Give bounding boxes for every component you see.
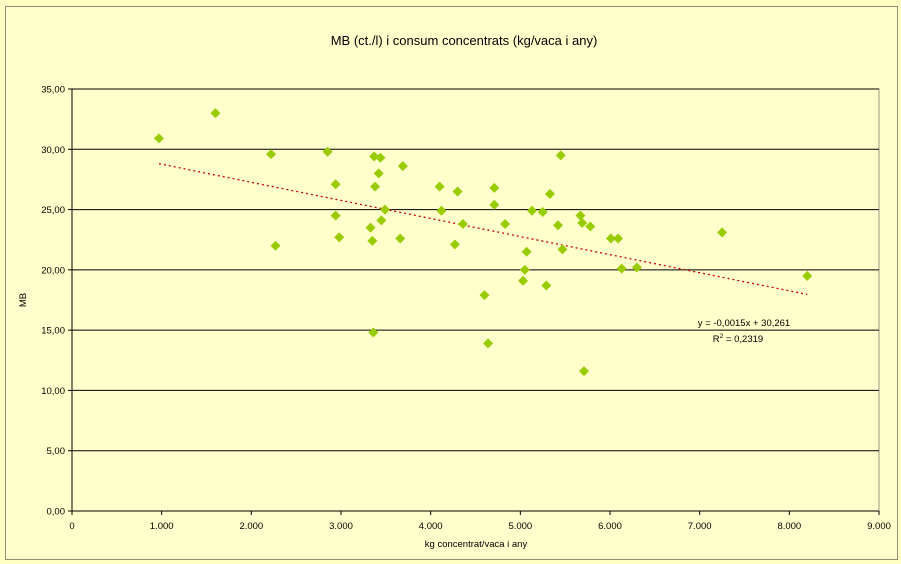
data-point <box>449 239 460 250</box>
chart-area: MB (ct./l) i consum concentrats (kg/vaca… <box>5 6 898 560</box>
x-tick-label: 8.000 <box>777 521 801 532</box>
data-point <box>552 220 563 231</box>
data-point <box>266 149 277 160</box>
y-tick-label: 30,00 <box>41 145 65 156</box>
data-point <box>802 270 813 281</box>
trendline <box>158 163 808 296</box>
data-point <box>369 151 380 162</box>
data-point <box>373 168 384 179</box>
data-point <box>367 235 378 246</box>
x-tick-label: 7.000 <box>688 521 712 532</box>
trendline-r2-sup: 2 <box>720 333 724 340</box>
y-tick-label: 10,00 <box>41 386 65 397</box>
data-point <box>537 206 548 217</box>
plot-area <box>71 88 880 512</box>
data-point <box>500 219 511 230</box>
data-point <box>483 338 494 349</box>
data-point <box>457 219 468 230</box>
data-point <box>631 262 642 273</box>
x-tick-label: 1.000 <box>150 521 174 532</box>
data-point <box>526 205 537 216</box>
y-axis-label: MB <box>18 293 29 307</box>
data-point <box>379 204 390 215</box>
scatter-chart: MB (ct./l) i consum concentrats (kg/vaca… <box>18 33 891 550</box>
data-point <box>616 263 627 274</box>
data-points <box>153 108 813 377</box>
data-point <box>375 152 386 163</box>
data-point <box>434 181 445 192</box>
trendline-r2: R2 = 0,2319 <box>713 333 763 345</box>
chart-title: MB (ct./l) i consum concentrats (kg/vaca… <box>331 33 598 48</box>
data-point <box>330 179 341 190</box>
data-point <box>521 246 532 257</box>
trendline-equation: y = -0,0015x + 30,261 <box>698 318 790 329</box>
data-point <box>334 232 345 243</box>
data-point <box>555 150 566 161</box>
trendline-r2-value: = 0,2319 <box>723 334 763 345</box>
x-tick-label: 9.000 <box>867 521 891 532</box>
y-tick-label: 25,00 <box>41 205 65 216</box>
data-point <box>395 233 406 244</box>
data-point <box>479 290 490 301</box>
data-point <box>557 244 568 255</box>
data-point <box>436 205 447 216</box>
y-tick-label: 0,00 <box>47 507 66 518</box>
y-tick-label: 20,00 <box>41 265 65 276</box>
x-tick-label: 4.000 <box>419 521 443 532</box>
data-point <box>613 233 624 244</box>
data-point <box>330 210 341 221</box>
data-point <box>210 108 221 119</box>
data-point <box>397 161 408 172</box>
data-point <box>585 221 596 232</box>
data-point <box>489 182 500 193</box>
x-tick-label: 2.000 <box>239 521 263 532</box>
data-point <box>270 240 281 251</box>
y-axis-ticks: 0,00 5,00 10,00 15,00 20,00 25,00 30,00 35,00 <box>41 85 72 518</box>
data-point <box>370 181 381 192</box>
y-tick-label: 35,00 <box>41 85 65 96</box>
x-axis-ticks: 0 1.000 2.000 3.000 4.000 5.000 6.000 7.000 8.00… <box>69 511 891 532</box>
gridlines <box>72 88 879 452</box>
data-point <box>365 222 376 233</box>
x-tick-label: 3.000 <box>329 521 353 532</box>
data-point <box>541 280 552 291</box>
data-point <box>518 275 529 286</box>
data-point <box>153 133 164 144</box>
data-point <box>519 264 530 275</box>
data-point <box>489 199 500 210</box>
y-tick-label: 5,00 <box>47 446 66 457</box>
data-point <box>368 327 379 338</box>
x-axis-label: kg concentrat/vaca i any <box>425 539 528 550</box>
data-point <box>578 366 589 377</box>
trendline-r2-prefix: R <box>713 334 720 345</box>
x-tick-label: 0 <box>69 521 74 532</box>
data-point <box>322 146 333 157</box>
data-point <box>575 210 586 221</box>
data-point <box>452 186 463 197</box>
x-tick-label: 5.000 <box>508 521 532 532</box>
x-tick-label: 6.000 <box>598 521 622 532</box>
data-point <box>605 233 616 244</box>
y-tick-label: 15,00 <box>41 326 65 337</box>
data-point <box>544 188 555 199</box>
data-point <box>577 217 588 228</box>
data-point <box>376 215 387 226</box>
data-point <box>717 227 728 238</box>
